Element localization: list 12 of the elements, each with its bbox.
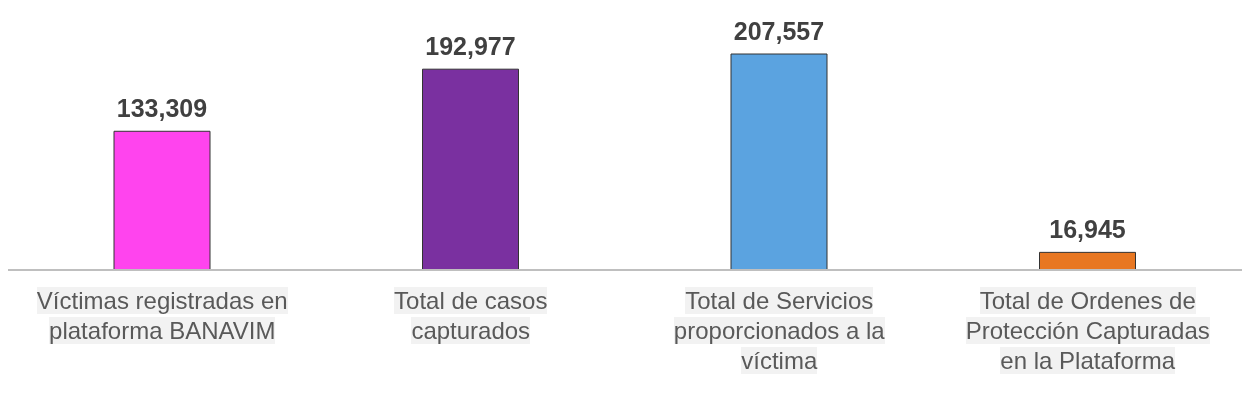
x-tick-label: Total de casos capturados [394,287,548,344]
x-tick-label: Total de Ordenes de Protección Capturadas en la Plataforma [965,287,1210,374]
x-tick-label: Víctimas registradas en plataforma BANAVIM [36,287,288,344]
bar [1039,251,1136,271]
data-label: 16,945 [1049,215,1126,244]
x-tick-label: Total de Servicios proporcionados a la víctima [673,287,885,374]
data-label: 207,557 [733,17,825,45]
bar [422,68,519,271]
bar [730,53,828,271]
data-label: 192,977 [425,32,516,61]
bar [113,130,211,271]
data-label: 133,309 [116,94,208,123]
